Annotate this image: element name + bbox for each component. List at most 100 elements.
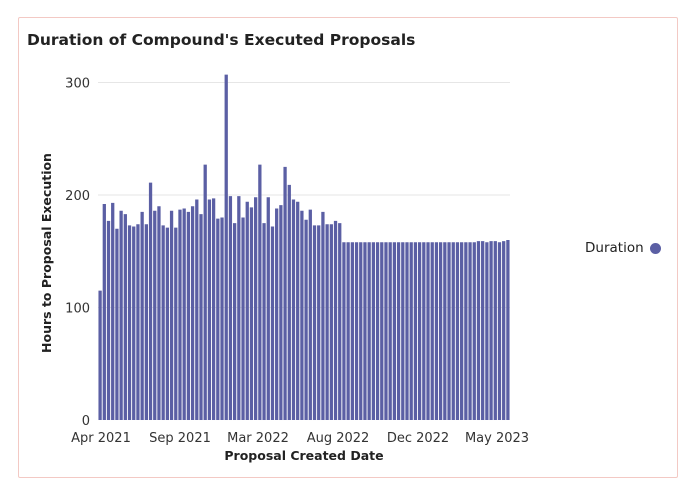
bar[interactable] [132,226,136,421]
bar[interactable] [296,201,300,420]
bar[interactable] [195,199,199,421]
bar[interactable] [115,228,119,420]
bar[interactable] [249,207,254,421]
bar[interactable] [140,211,144,421]
bar[interactable] [258,164,262,421]
bar[interactable] [388,242,392,420]
bar[interactable] [346,242,350,420]
bar[interactable] [485,242,489,420]
bar[interactable] [363,242,367,420]
bar[interactable] [165,227,170,421]
bar[interactable] [312,225,317,421]
bar[interactable] [350,242,354,420]
bar[interactable] [497,242,502,420]
bar[interactable] [111,202,115,421]
bar[interactable] [317,225,321,421]
bar[interactable] [396,242,401,420]
bar[interactable] [199,214,203,421]
bar[interactable] [216,218,220,421]
bar[interactable] [451,242,455,420]
bar[interactable] [417,242,422,420]
bar[interactable] [359,242,363,420]
bar[interactable] [98,290,102,421]
bar[interactable] [325,224,329,420]
bar[interactable] [182,208,186,421]
bar[interactable] [476,241,481,421]
bar[interactable] [447,242,451,420]
bar[interactable] [472,242,476,420]
bar[interactable] [102,204,106,420]
bar[interactable] [161,225,165,421]
bar[interactable] [401,242,405,420]
bar[interactable] [148,182,153,421]
bar[interactable] [291,199,296,421]
bar[interactable] [283,166,287,421]
bar[interactable] [144,224,148,420]
bar[interactable] [493,241,497,421]
legend[interactable]: Duration [585,240,661,256]
bar[interactable] [375,242,380,420]
bar[interactable] [207,199,212,421]
bar[interactable] [245,201,249,420]
bar[interactable] [270,226,275,421]
bar[interactable] [266,197,270,420]
bar[interactable] [241,217,245,421]
bar[interactable] [438,242,443,420]
bar[interactable] [502,241,506,421]
bar[interactable] [237,196,241,421]
bar[interactable] [460,242,464,420]
bar[interactable] [506,240,510,420]
bar[interactable] [371,242,376,420]
bar[interactable] [405,242,409,420]
bar[interactable] [275,208,279,421]
bar[interactable] [304,219,308,420]
bar[interactable] [384,242,388,420]
bar[interactable] [178,209,182,421]
bar[interactable] [119,210,123,420]
bar[interactable] [228,196,233,421]
bar[interactable] [380,242,384,420]
bar[interactable] [262,223,266,421]
bar[interactable] [308,209,312,421]
bar[interactable] [392,242,397,420]
bar[interactable] [174,227,178,421]
bar[interactable] [300,210,304,420]
bar[interactable] [354,242,359,420]
bar[interactable] [279,205,283,421]
bar[interactable] [169,210,174,420]
bar[interactable] [413,242,418,420]
bar[interactable] [211,198,216,421]
bar[interactable] [127,225,132,421]
bar[interactable] [409,242,413,420]
bar[interactable] [186,211,191,421]
bar[interactable] [329,224,333,420]
bar[interactable] [426,242,430,420]
x-tick-label: Aug 2022 [307,431,370,446]
bar[interactable] [220,217,224,421]
bar[interactable] [123,214,127,421]
bar[interactable] [157,206,161,420]
bar[interactable] [224,74,228,421]
bar[interactable] [430,242,434,420]
bar[interactable] [367,242,371,420]
bar[interactable] [153,210,157,420]
bar[interactable] [333,220,338,421]
bar[interactable] [443,242,447,420]
bar[interactable] [434,242,439,420]
bar[interactable] [342,242,346,420]
bar[interactable] [232,223,237,421]
bar[interactable] [489,241,493,421]
bar[interactable] [321,211,325,421]
bar[interactable] [136,224,140,420]
bar[interactable] [481,241,485,421]
bar[interactable] [254,197,258,420]
bar[interactable] [468,242,472,420]
bar[interactable] [106,220,111,421]
bar[interactable] [287,184,291,421]
bar[interactable] [455,242,460,420]
bar[interactable] [464,242,468,420]
bar[interactable] [203,164,207,421]
bar[interactable] [422,242,426,420]
bar[interactable] [338,223,342,421]
bar[interactable] [190,206,195,420]
